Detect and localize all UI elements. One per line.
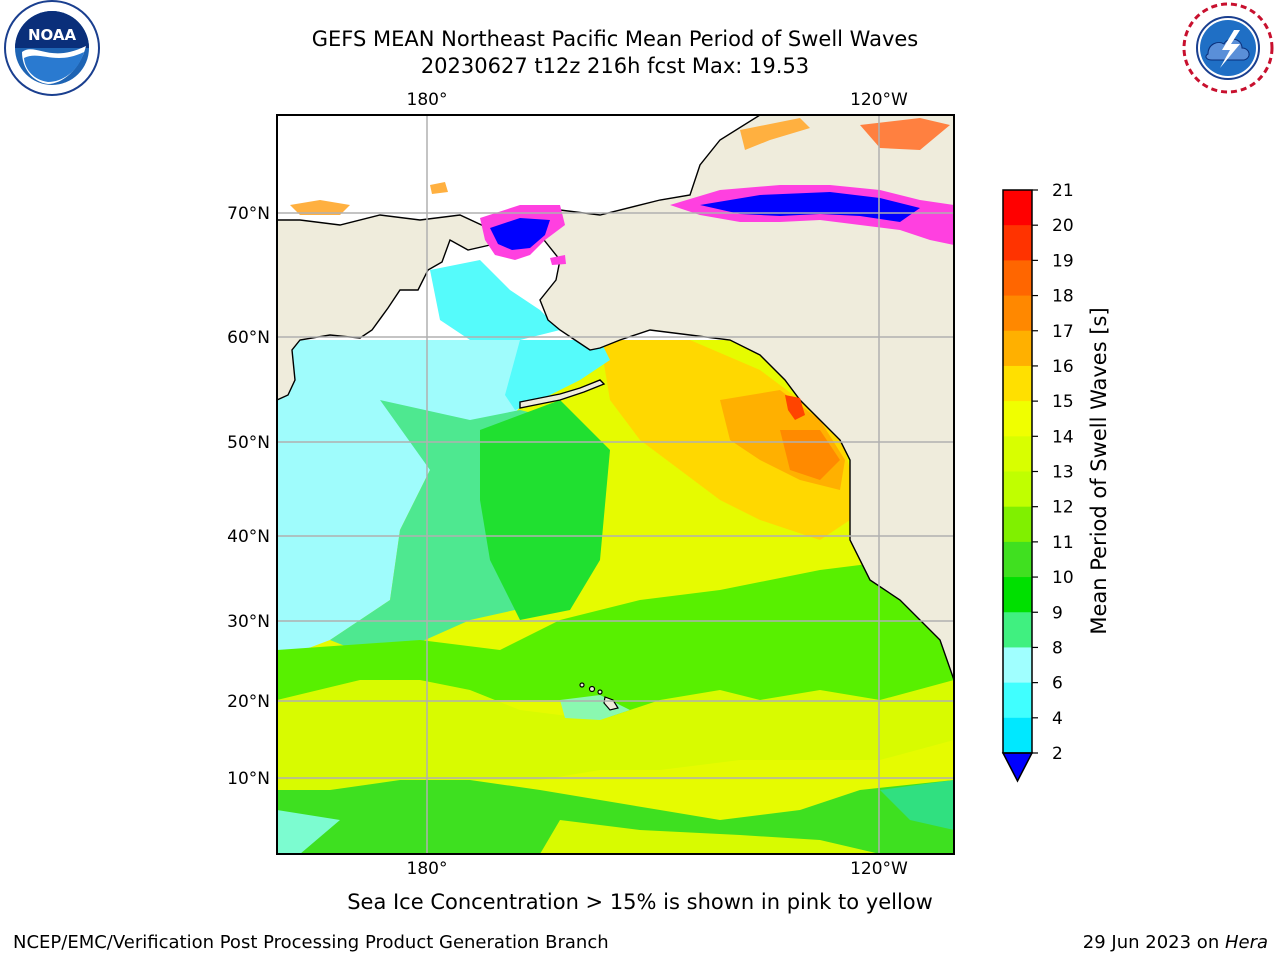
colorbar-tick-label: 19 bbox=[1052, 251, 1074, 271]
chart-title: GEFS MEAN Northeast Pacific Mean Period … bbox=[311, 27, 919, 51]
land bbox=[277, 115, 954, 681]
colorbar-segment bbox=[1003, 717, 1032, 754]
lat-label-20n: 20°N bbox=[227, 692, 270, 712]
colorbar-tick-label: 8 bbox=[1052, 638, 1063, 658]
colorbar-extend-min bbox=[1001, 752, 1034, 783]
colorbar-tick-label: 15 bbox=[1052, 392, 1074, 412]
colorbar-segment bbox=[1003, 225, 1032, 261]
colorbar-tick-label: 14 bbox=[1052, 427, 1074, 447]
graticule bbox=[277, 115, 954, 854]
colorbar-tick-label: 16 bbox=[1052, 357, 1074, 377]
lat-label-30n: 30°N bbox=[227, 612, 270, 632]
colorbar-segment bbox=[1003, 295, 1032, 332]
lon-label-top-180: 180° bbox=[407, 90, 448, 110]
sea-ice-note: Sea Ice Concentration > 15% is shown in … bbox=[347, 890, 933, 914]
lat-label-40n: 40°N bbox=[227, 527, 270, 547]
footer-host: Hera bbox=[1224, 932, 1268, 953]
plot-border bbox=[276, 114, 955, 855]
colorbar-tick-label: 10 bbox=[1052, 568, 1074, 588]
colorbar-title: Mean Period of Swell Waves [s] bbox=[1087, 307, 1111, 634]
colorbar-segment bbox=[1003, 190, 1032, 226]
colorbar-segment bbox=[1003, 541, 1032, 578]
colorbar-tick-label: 21 bbox=[1052, 181, 1074, 201]
chart-subtitle: 20230627 t12z 216h fcst Max: 19.53 bbox=[420, 54, 810, 78]
footer-date: 29 Jun 2023 on Hera bbox=[1083, 932, 1268, 953]
lat-label-70n: 70°N bbox=[227, 204, 270, 224]
colorbar-segment bbox=[1003, 506, 1032, 543]
lon-label-bottom-180: 180° bbox=[407, 859, 448, 879]
colorbar-tick-label: 13 bbox=[1052, 463, 1074, 483]
colorbar-segment bbox=[1003, 330, 1032, 367]
footer-credit: NCEP/EMC/Verification Post Processing Pr… bbox=[13, 932, 609, 953]
lon-label-top-120w: 120°W bbox=[850, 90, 908, 110]
colorbar-segment bbox=[1003, 365, 1032, 402]
colorbar-segment bbox=[1003, 260, 1032, 297]
colorbar-segment bbox=[1003, 436, 1032, 472]
colorbar-tick-label: 17 bbox=[1052, 322, 1074, 342]
noaa-logo: NOAA bbox=[4, 0, 100, 96]
ocean-swell-period-field bbox=[277, 260, 954, 854]
colorbar-tick-label: 12 bbox=[1052, 498, 1074, 518]
colorbar-segment bbox=[1003, 612, 1032, 648]
colorbar-tick-label: 9 bbox=[1052, 603, 1063, 623]
colorbar-tick-label: 2 bbox=[1052, 744, 1063, 764]
colorbar-tick-label: 20 bbox=[1052, 216, 1074, 236]
lat-label-50n: 50°N bbox=[227, 433, 270, 453]
colorbar: 21 20 19 18 17 16 15 14 13 12 11 10 9 8 6 4 2 bbox=[1001, 181, 1074, 783]
colorbar-tick-label: 18 bbox=[1052, 287, 1074, 307]
lat-label-60n: 60°N bbox=[227, 328, 270, 348]
colorbar-segment bbox=[1003, 682, 1032, 719]
footer-date-text: 29 Jun 2023 on bbox=[1082, 932, 1225, 953]
lon-label-bottom-120w: 120°W bbox=[850, 859, 908, 879]
colorbar-segment bbox=[1003, 401, 1032, 437]
colorbar-tick-label: 4 bbox=[1052, 709, 1063, 729]
colorbar-segment bbox=[1003, 471, 1032, 508]
colorbar-segment bbox=[1003, 647, 1032, 684]
lat-label-10n: 10°N bbox=[227, 769, 270, 789]
colorbar-tick-label: 6 bbox=[1052, 674, 1063, 694]
colorbar-tick-label: 11 bbox=[1052, 533, 1074, 553]
colorbar-segment bbox=[1003, 577, 1032, 613]
nws-logo bbox=[1182, 2, 1274, 94]
noaa-logo-text: NOAA bbox=[28, 26, 77, 44]
sea-ice-field bbox=[290, 118, 954, 420]
